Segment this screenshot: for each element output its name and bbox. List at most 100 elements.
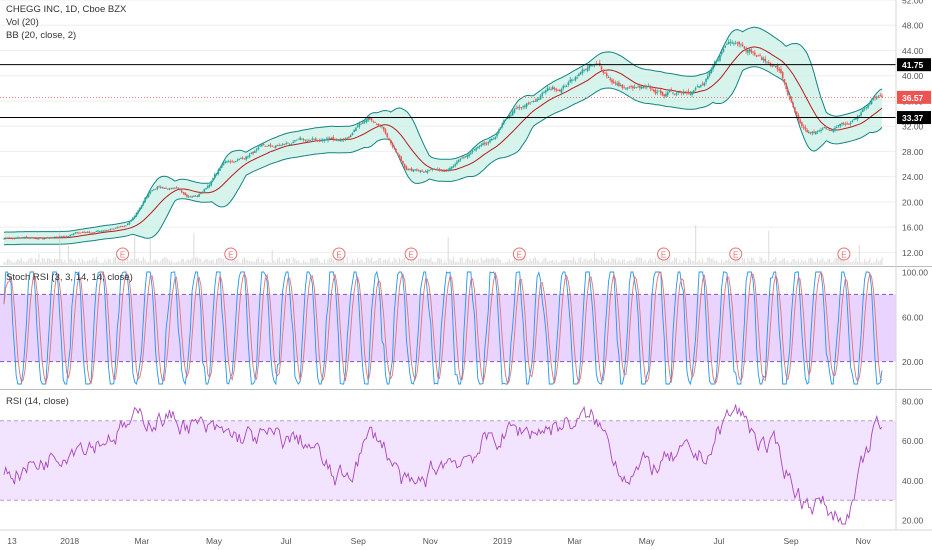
volume-bar [369, 259, 371, 265]
candle-body [769, 62, 772, 66]
volume-bar [351, 258, 354, 265]
volume-bar [289, 257, 291, 265]
candle-body [630, 85, 632, 87]
stoch-rsi-axis-tick-label: 100.00 [902, 268, 928, 278]
candle-body [351, 132, 354, 136]
time-axis[interactable]: 13 2018 Mar May Jul Sep Nov 2019 Mar May Jul Sep Nov [0, 266, 932, 547]
time-axis-tick-label: Nov [423, 536, 439, 546]
candle-body [146, 196, 148, 199]
candle-body [736, 42, 739, 44]
volume-bar [764, 259, 766, 265]
volume-bar [388, 257, 390, 265]
candle-body [484, 142, 486, 145]
volume-bar [576, 262, 578, 265]
volume-bar [503, 262, 505, 265]
candle-body [423, 171, 425, 173]
candle-body [154, 188, 157, 190]
volume-bar [255, 259, 258, 265]
volume-bar [268, 261, 270, 265]
candle-body [649, 85, 652, 89]
volume-bar [175, 262, 178, 265]
volume-bar [449, 259, 451, 265]
time-axis-tick-label: 2018 [60, 536, 79, 546]
candle-body [65, 236, 68, 238]
candle-body [50, 237, 52, 239]
volume-bar [473, 259, 475, 265]
volume-bar [245, 259, 247, 265]
candle-body [381, 126, 383, 128]
volume-bar [874, 261, 876, 265]
candle-body [356, 125, 359, 128]
price-axis[interactable]: 52.0048.0044.0040.0036.0032.0028.0024.00… [895, 0, 931, 530]
volume-bar [121, 257, 124, 265]
candle-body [238, 158, 240, 160]
candle-body [236, 159, 239, 161]
volume-bar [374, 260, 376, 265]
volume-bar [358, 260, 360, 265]
candle-body [189, 196, 192, 198]
volume-bar [482, 259, 484, 265]
volume-bar [508, 258, 510, 265]
candle-body [166, 188, 169, 190]
volume-bar [736, 259, 739, 265]
rsi-axis-tick-label: 40.00 [902, 476, 924, 486]
volume-bar [226, 261, 228, 265]
volume-bar [360, 259, 362, 265]
volume-bar [710, 258, 712, 265]
volume-bar [189, 259, 192, 265]
volume-bar [623, 259, 625, 265]
candle-body [412, 169, 415, 172]
candle-body [790, 98, 793, 103]
candle-body [203, 189, 206, 192]
volume-bar [548, 261, 550, 265]
candle-body [842, 123, 845, 125]
volume-bar [740, 262, 742, 265]
candle-body [828, 129, 831, 131]
volume-bar [755, 262, 758, 265]
volume-bar [17, 259, 19, 265]
candle-body [560, 89, 563, 93]
volume-bar [383, 259, 385, 265]
candle-body [605, 73, 608, 77]
volume-bar [45, 261, 47, 265]
candle-body [168, 188, 171, 190]
candle-body [639, 85, 641, 88]
volume-bar [144, 259, 146, 265]
volume-bar [721, 259, 723, 265]
stoch-rsi-pane[interactable] [0, 270, 896, 386]
candle-body [213, 174, 216, 179]
candle-body [95, 230, 98, 232]
candle-body [696, 86, 699, 88]
candle-body [402, 160, 404, 164]
time-axis-tick-label: May [206, 536, 223, 546]
volume-bar [228, 261, 230, 265]
earnings-marker-label: E [661, 251, 666, 260]
candle-body [581, 69, 584, 73]
volume-bar [848, 259, 850, 265]
candle-body [811, 131, 814, 134]
candle-body [88, 231, 91, 233]
volume-bar [679, 260, 681, 265]
candle-body [781, 72, 784, 79]
candle-body [231, 161, 234, 163]
volume-bar [419, 257, 421, 265]
volume-bar [661, 259, 664, 265]
candle-body [25, 236, 28, 238]
volume-bar [654, 257, 657, 265]
volume-bar [26, 261, 28, 265]
earnings-marker-label: E [336, 251, 341, 260]
candle-body [180, 190, 183, 193]
volume-bar [585, 258, 587, 265]
volume-bar [370, 257, 373, 265]
candle-body [316, 140, 319, 141]
volume-bar [543, 258, 545, 265]
volume-bar [130, 258, 132, 265]
candle-body [724, 46, 727, 48]
volume-bar [337, 259, 340, 265]
volume-bar [231, 260, 233, 265]
rsi-pane[interactable] [0, 403, 896, 525]
candle-body [494, 137, 497, 139]
candle-body [550, 88, 552, 90]
